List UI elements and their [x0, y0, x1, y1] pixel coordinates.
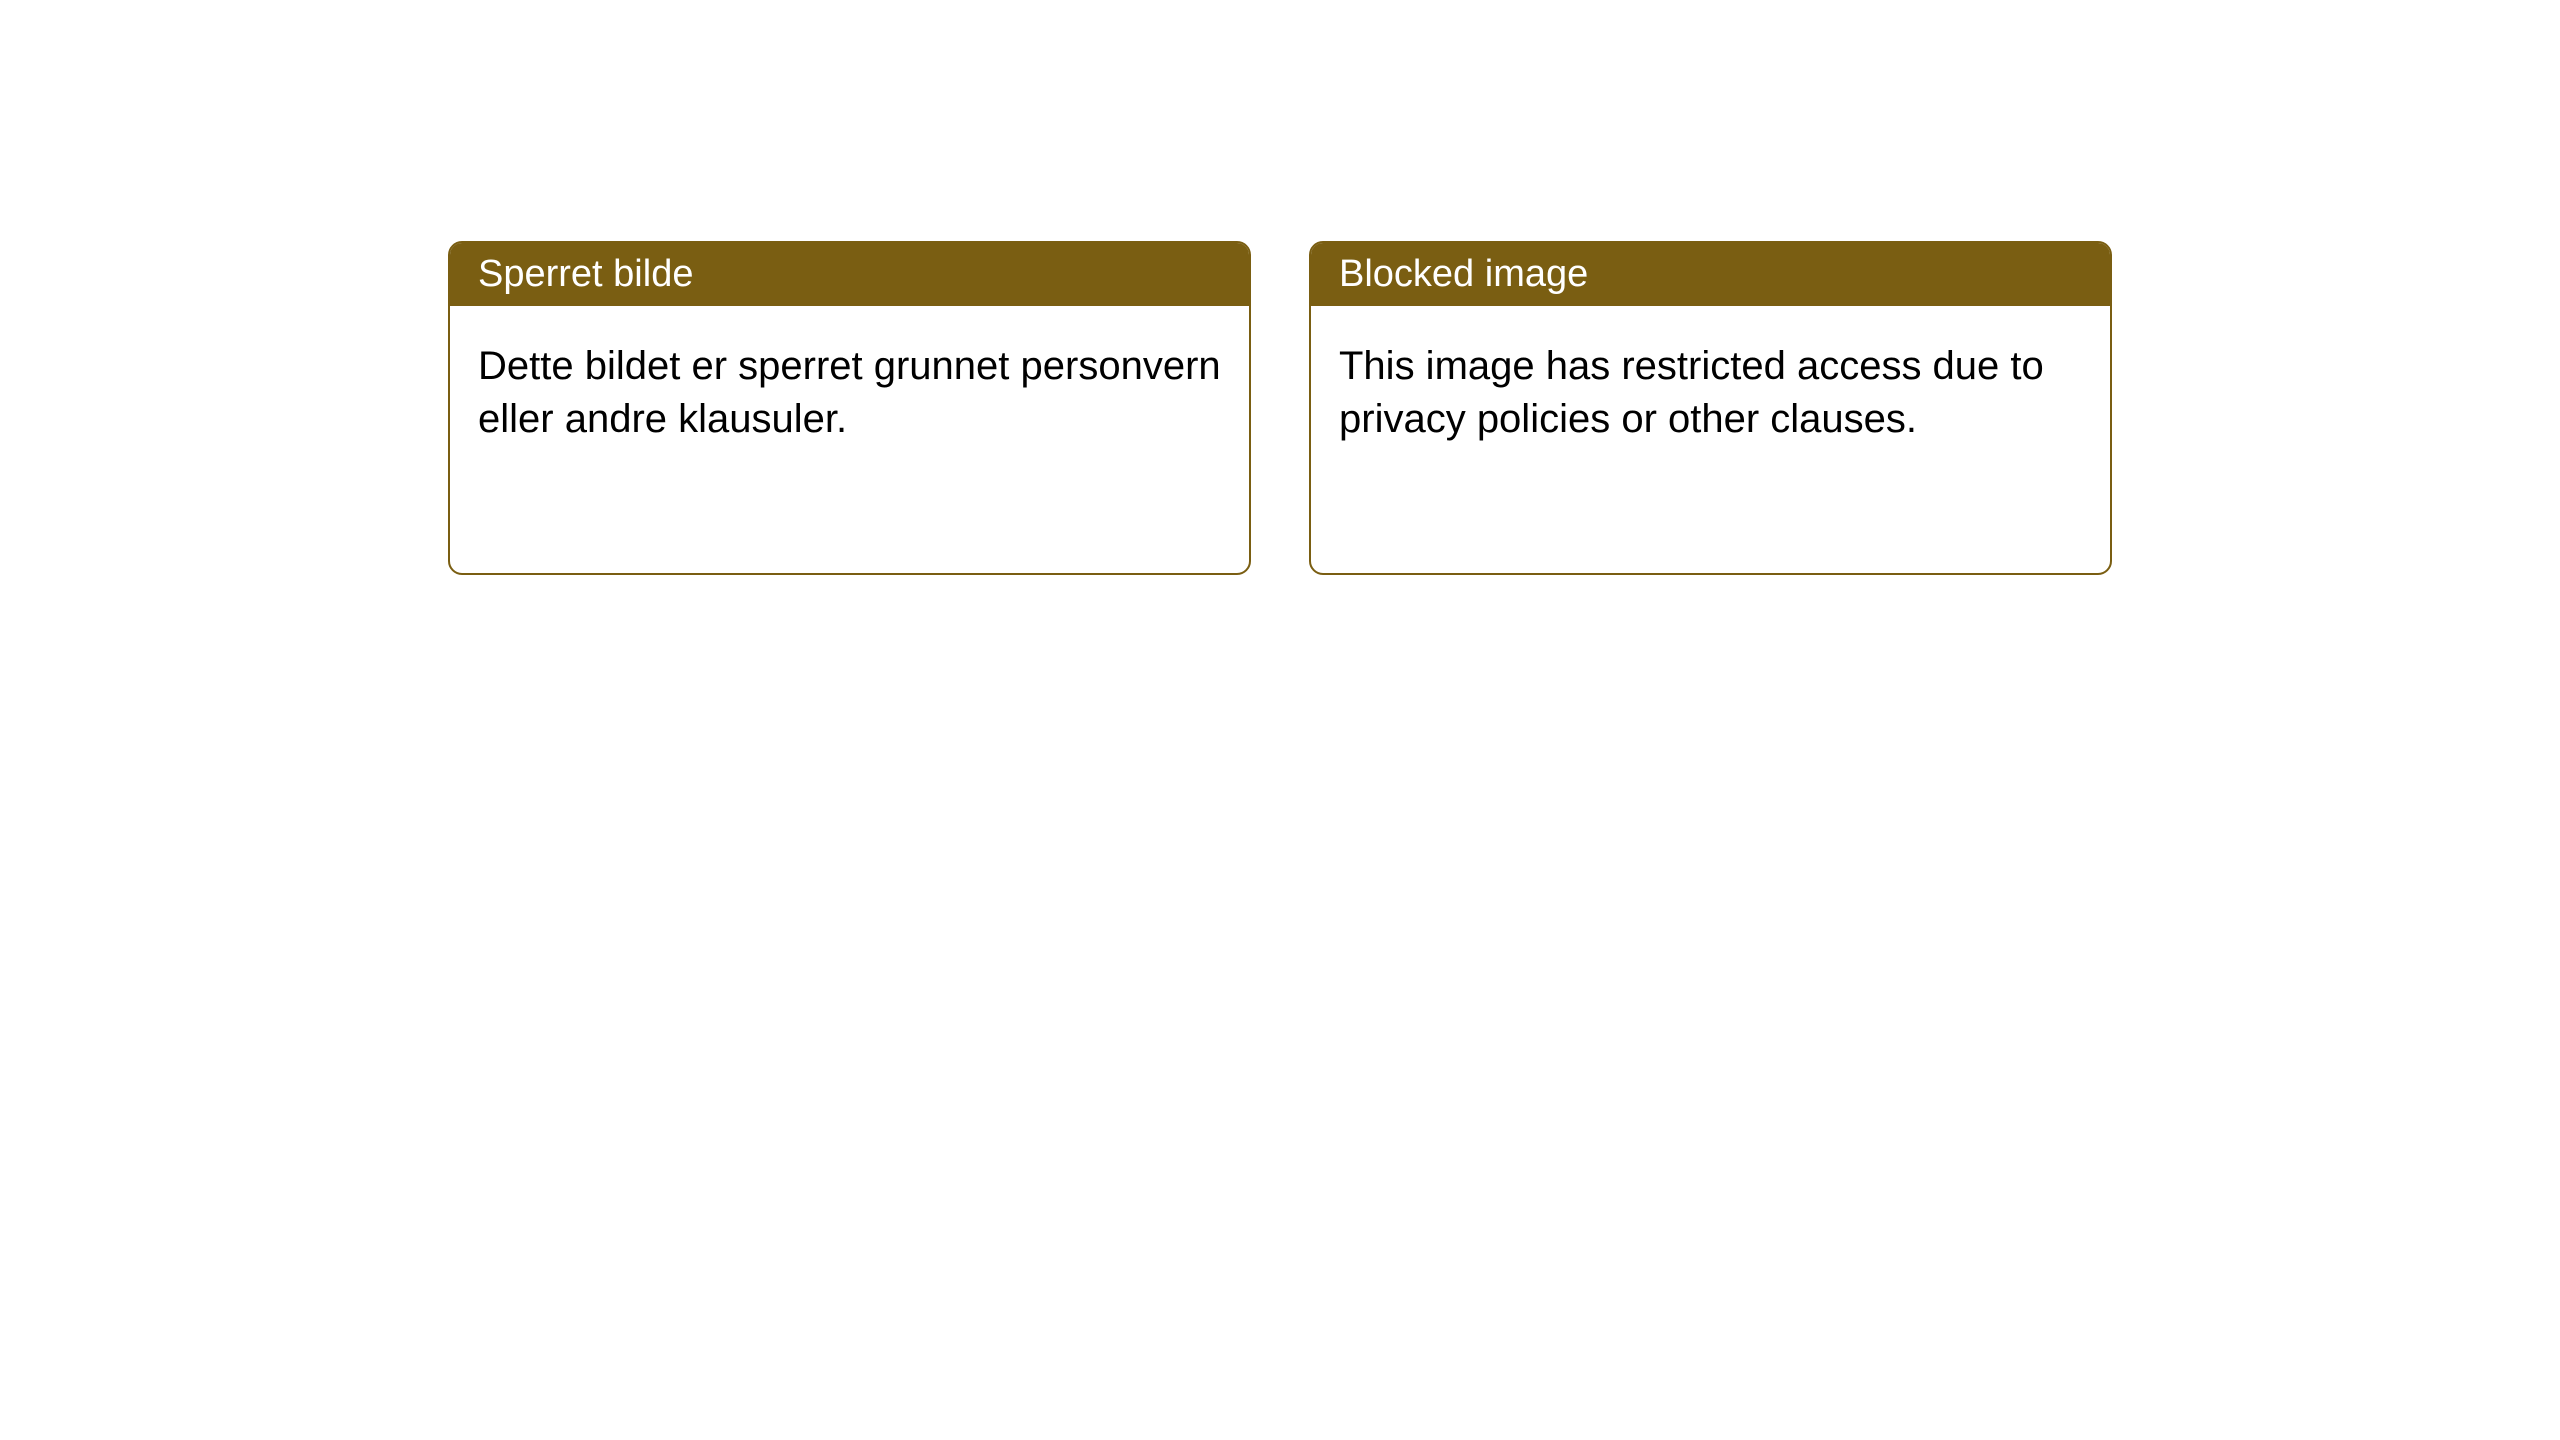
notice-container: Sperret bilde Dette bildet er sperret gr… — [0, 0, 2560, 575]
notice-card-norwegian: Sperret bilde Dette bildet er sperret gr… — [448, 241, 1251, 575]
notice-card-english: Blocked image This image has restricted … — [1309, 241, 2112, 575]
notice-body: This image has restricted access due to … — [1311, 306, 2110, 480]
notice-title: Sperret bilde — [450, 243, 1249, 306]
notice-title: Blocked image — [1311, 243, 2110, 306]
notice-body: Dette bildet er sperret grunnet personve… — [450, 306, 1249, 480]
